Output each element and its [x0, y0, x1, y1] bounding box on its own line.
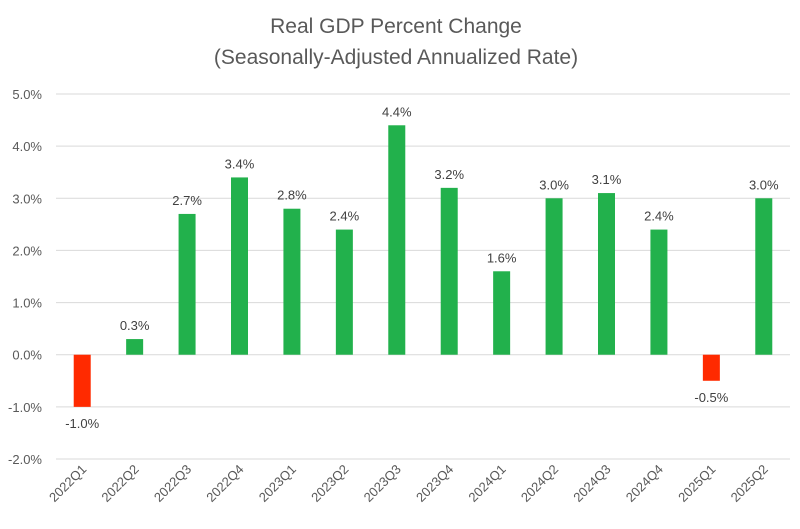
x-tick-label: 2022Q3	[151, 462, 194, 505]
gridlines	[56, 93, 790, 460]
x-tick-label: 2025Q2	[728, 462, 771, 505]
y-tick-label: 1.0%	[12, 296, 42, 311]
x-tick-label: 2025Q1	[675, 462, 718, 505]
x-tick-label: 2024Q2	[518, 462, 561, 505]
x-tick-label: 2022Q2	[98, 462, 141, 505]
x-axis-ticks: 2022Q1 2022Q2 2022Q3 2022Q4 2023Q1 2023Q2 2023…	[46, 462, 771, 505]
data-label: 3.1%	[592, 172, 622, 187]
bar	[388, 125, 406, 355]
bar	[598, 193, 615, 355]
bar	[650, 229, 668, 355]
x-tick-label: 2024Q4	[623, 462, 666, 505]
y-tick-label: 0.0%	[12, 348, 42, 363]
data-label: 2.4%	[330, 209, 360, 224]
bar	[178, 213, 196, 355]
chart-title: Real GDP Percent Change	[270, 15, 522, 38]
data-label: 1.6%	[487, 250, 517, 265]
bars	[73, 125, 773, 407]
chart-subtitle: (Seasonally-Adjusted Annualized Rate)	[214, 46, 578, 69]
data-label: 3.0%	[539, 177, 569, 192]
x-tick-label: 2023Q1	[256, 462, 299, 505]
data-label: -1.0%	[65, 416, 99, 431]
x-tick-label: 2023Q2	[308, 462, 351, 505]
bar	[493, 271, 511, 355]
y-tick-label: 4.0%	[12, 139, 42, 154]
x-tick-label: 2022Q1	[46, 462, 89, 505]
x-tick-label: 2022Q4	[203, 462, 246, 505]
data-label: 4.4%	[382, 104, 412, 119]
bar	[73, 354, 91, 407]
x-tick-label: 2023Q3	[361, 462, 404, 505]
x-tick-label: 2024Q1	[465, 462, 508, 505]
bar	[126, 339, 144, 355]
y-axis-ticks: 5.0% 4.0% 3.0% 2.0% 1.0% 0.0% -1.0% -2.0%	[8, 87, 42, 467]
data-label: 3.2%	[434, 167, 464, 182]
bar	[283, 208, 301, 355]
y-tick-label: -1.0%	[8, 400, 42, 415]
y-tick-label: 2.0%	[12, 243, 42, 258]
bar	[335, 229, 353, 355]
bar	[702, 354, 720, 381]
bar	[545, 198, 563, 355]
data-label: 2.7%	[172, 193, 202, 208]
data-labels: -1.0% 0.3% 2.7% 3.4% 2.8% 2.4% 4.4% 3.2% 1.6% 3.0…	[65, 104, 779, 431]
bar	[755, 198, 773, 355]
y-tick-label: -2.0%	[8, 452, 42, 467]
data-label: 2.8%	[277, 188, 307, 203]
bar	[231, 177, 248, 355]
y-tick-label: 5.0%	[12, 87, 42, 102]
data-label: 0.3%	[120, 318, 150, 333]
x-tick-label: 2023Q4	[413, 462, 456, 505]
data-label: -0.5%	[694, 390, 728, 405]
data-label: 3.0%	[749, 177, 779, 192]
data-label: 3.4%	[225, 156, 255, 171]
x-tick-label: 2024Q3	[570, 462, 613, 505]
data-label: 2.4%	[644, 209, 674, 224]
bar	[440, 187, 458, 355]
y-tick-label: 3.0%	[12, 191, 42, 206]
